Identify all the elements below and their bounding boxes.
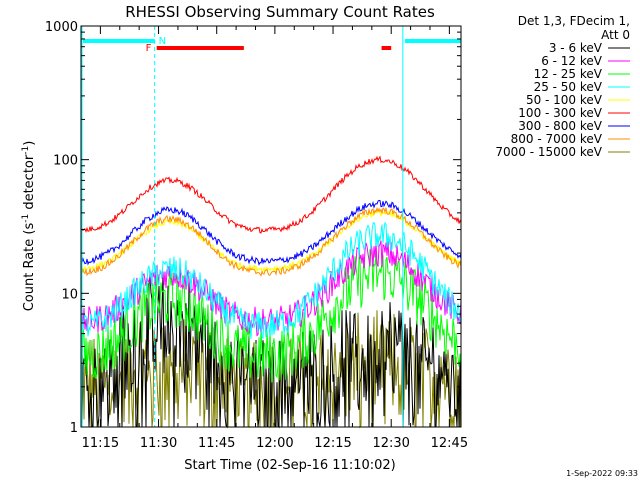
timestamp: 1-Sep-2022 09:33 — [566, 469, 638, 478]
x-tick-label: 12:00 — [256, 436, 293, 451]
legend-label: 50 - 100 keV — [526, 93, 603, 107]
y-tick-label: 10 — [61, 287, 78, 302]
x-tick-label: 12:30 — [372, 436, 409, 451]
y-axis-label-sup2: -1 — [21, 146, 31, 155]
x-axis-label: Start Time (02-Sep-16 11:10:02) — [184, 458, 395, 473]
y-axis: 1 10 100 1000 — [45, 20, 461, 436]
legend-label: 800 - 7000 keV — [511, 132, 603, 146]
series-line-12to25keV — [80, 248, 462, 383]
series-line-50to100keV — [80, 209, 461, 273]
legend-title-line1: Det 1,3, FDecim 1, — [518, 14, 630, 28]
series-line-25to50keV — [80, 221, 462, 340]
legend-label: 7000 - 15000 keV — [495, 145, 602, 159]
legend-title-line2: Att 0 — [601, 28, 630, 42]
series-line-300to800keV — [80, 199, 462, 266]
y-tick-label: 1000 — [45, 20, 78, 35]
y-axis-label-sup1: -1 — [21, 214, 31, 223]
y-tick-label: 1 — [70, 421, 78, 436]
y-tick-label: 100 — [53, 154, 78, 169]
y-axis-label-part3: ) — [22, 141, 37, 146]
y-axis-label-part2: detector — [22, 154, 37, 214]
x-axis: 11:15 11:30 11:45 12:00 12:15 12:30 12:45 — [82, 26, 468, 451]
x-tick-label: 11:45 — [198, 436, 235, 451]
x-tick-label: 11:30 — [140, 436, 177, 451]
chart-title: RHESSI Observing Summary Count Rates — [125, 3, 435, 21]
series-line-6to12keV — [80, 240, 462, 337]
x-tick-label: 12:45 — [431, 436, 468, 451]
legend-label: 300 - 800 keV — [518, 119, 602, 133]
night-label: N — [159, 36, 166, 47]
y-axis-label: Count Rate (s-1 detector-1) — [21, 141, 37, 312]
series-layer — [80, 155, 462, 429]
series-line-100to300keV — [80, 155, 462, 234]
legend-label: 6 - 12 keV — [541, 54, 603, 68]
flare-label: F — [146, 43, 152, 54]
y-axis-label-part1: Count Rate (s — [22, 223, 37, 312]
plot-frame — [80, 25, 462, 428]
x-tick-label: 12:15 — [314, 436, 351, 451]
legend-label: 25 - 50 keV — [534, 80, 603, 94]
legend-label: 100 - 300 keV — [518, 106, 602, 120]
legend-label: 12 - 25 keV — [534, 67, 603, 81]
legend-label: 3 - 6 keV — [549, 41, 603, 55]
x-tick-label: 11:15 — [82, 436, 119, 451]
series-line-800to7000keV — [80, 206, 462, 277]
